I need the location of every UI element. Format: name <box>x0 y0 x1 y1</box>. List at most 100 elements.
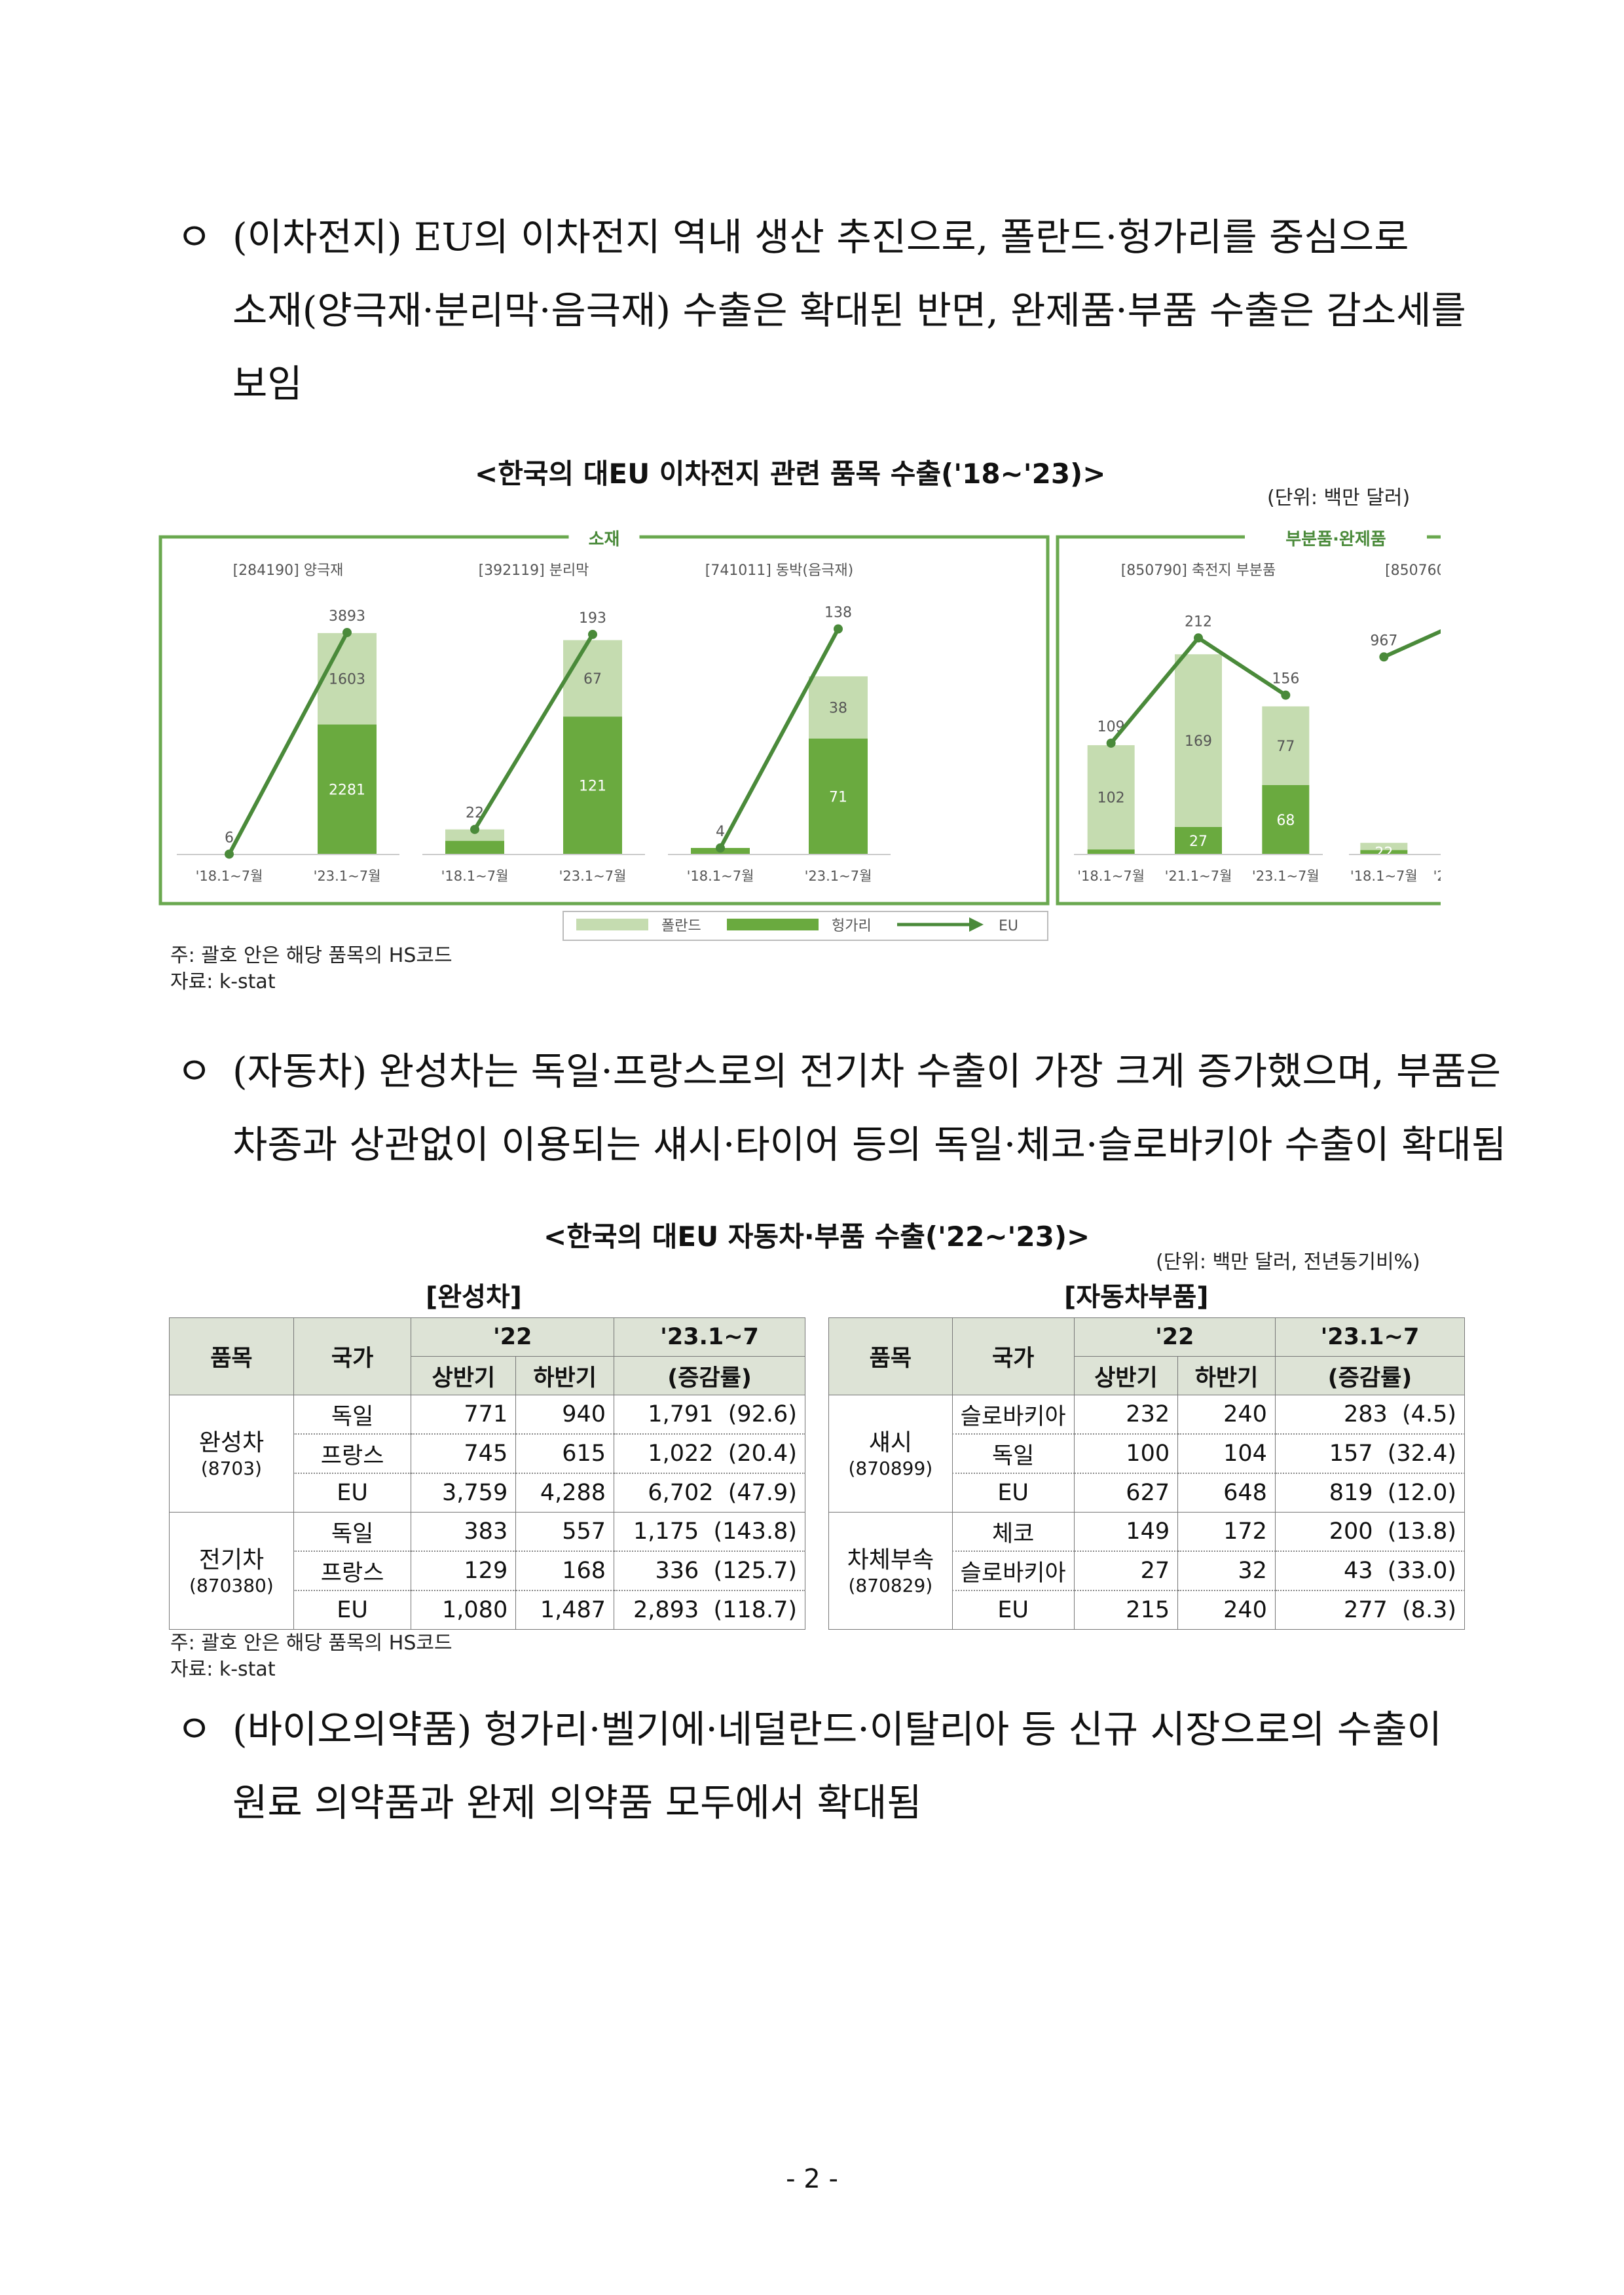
figure2-note-text: 주: 괄호 안은 해당 품목의 HS코드 <box>170 1632 452 1655</box>
row-h2: 4,288 <box>515 1473 615 1513</box>
figure1-caption: <한국의 대EU 이차전지 관련 품목 수출('18~'23)> <box>475 458 1106 490</box>
label-hungary: 68 <box>1276 813 1295 829</box>
row-h2: 648 <box>1177 1473 1276 1513</box>
eu-point <box>225 849 234 859</box>
header-change: (증감률) <box>614 1356 805 1395</box>
row-country: 슬로바키아 <box>951 1551 1075 1591</box>
category-label: '21.1~7월 <box>1433 868 1441 884</box>
label-poland: 102 <box>1098 790 1125 807</box>
chart-layer: 소재 [284190] 양극재 6 '18.1~7월 2281 1603 3893 '23.1… <box>158 525 1441 941</box>
header-country: 국가 <box>951 1317 1075 1395</box>
bar-poland <box>1175 654 1222 827</box>
eu-point <box>1281 690 1291 700</box>
bar-poland <box>318 633 377 725</box>
row-h1: 27 <box>1073 1551 1179 1591</box>
row-y23: 283 (4.5) <box>1274 1395 1466 1435</box>
row-y23: 1,791 (92.6) <box>614 1395 805 1435</box>
eu-line <box>1109 636 1200 744</box>
bar-poland <box>809 676 868 739</box>
bullet-line: (자동차) 완성차는 독일·프랑스로의 전기차 수출이 가장 크게 증가했으며,… <box>232 1049 1502 1093</box>
table-row: EU 627 648 819 (12.0) <box>829 1473 1466 1513</box>
row-h1: 100 <box>1073 1433 1179 1474</box>
table-row: 슬로바키아 27 32 43 (33.0) <box>829 1551 1466 1591</box>
row-y23: 2,893 (118.7) <box>614 1590 805 1630</box>
page-number: - 2 - <box>786 2164 838 2194</box>
row-country: EU <box>951 1590 1075 1630</box>
bar-poland <box>1087 745 1135 850</box>
eu-point <box>588 629 597 639</box>
panel-title: [850790] 축전지 부분품 <box>1121 562 1276 579</box>
row-h2: 1,487 <box>515 1590 615 1630</box>
battery-export-chart: 소재 [284190] 양극재 6 '18.1~7월 2281 1603 3893 '23.1… <box>158 525 1441 941</box>
group-title-bg <box>568 525 640 549</box>
row-country: 독일 <box>293 1512 412 1552</box>
row-country: EU <box>293 1473 412 1513</box>
panel-title: [850760] 리튬이온축전지 <box>1385 562 1441 579</box>
row-item: 섀시 (870899) <box>828 1395 953 1513</box>
bar-poland <box>563 640 622 717</box>
header-year-22: '22 <box>1073 1317 1276 1357</box>
bar-hungary <box>1087 849 1135 854</box>
table-complete-vehicles: 품목 국가 '22'23.1~7 상반기 하반기 (증감률) 완성차 (8703) 독일 771 9… <box>169 1317 805 1630</box>
row-h1: 149 <box>1073 1512 1179 1552</box>
row-h2: 557 <box>515 1512 615 1552</box>
label-poland: 77 <box>1276 739 1295 755</box>
bar-hungary <box>563 716 622 854</box>
eu-point <box>342 628 352 638</box>
table-row: 프랑스 129 168 336 (125.7) <box>170 1551 805 1591</box>
row-h1: 383 <box>411 1512 517 1552</box>
header-year-23: '23.1~7 <box>1274 1317 1466 1357</box>
bar-hungary <box>1360 850 1408 854</box>
row-h1: 745 <box>411 1433 517 1474</box>
table-row: 완성차 (8703) 독일 771 940 1,791 (92.6) <box>169 1395 805 1513</box>
row-y23: 157 (32.4) <box>1274 1433 1466 1474</box>
row-y23: 6,702 (47.9) <box>614 1473 805 1513</box>
row-country: EU <box>293 1590 412 1630</box>
row-y23: 819 (12.0) <box>1274 1473 1466 1513</box>
label-hungary: 22 <box>1375 845 1393 862</box>
row-h2: 940 <box>515 1395 615 1435</box>
category-label: '23.1~7월 <box>559 868 627 884</box>
header-change: (증감률) <box>1274 1356 1466 1395</box>
row-h1: 771 <box>411 1395 517 1435</box>
bar-poland <box>1262 706 1310 785</box>
figure2-caption: <한국의 대EU 자동차·부품 수출('22~'23)> <box>544 1221 1090 1253</box>
category-label: '18.1~7월 <box>196 868 263 884</box>
label-hungary: 2281 <box>329 782 365 799</box>
bar-hungary <box>809 738 868 854</box>
bullet-mark: ㅇ <box>177 215 212 259</box>
bullet-mark: ㅇ <box>177 1707 212 1752</box>
row-h2: 240 <box>1177 1590 1276 1630</box>
eu-line <box>1383 629 1441 659</box>
row-h2: 172 <box>1177 1512 1276 1552</box>
row-y23: 1,175 (143.8) <box>614 1512 805 1552</box>
bullet-line: (바이오의약품) 헝가리·벨기에·네덜란드·이탈리아 등 신규 시장으로의 수출… <box>232 1707 1442 1752</box>
eu-line <box>1197 636 1287 697</box>
row-y23: 43 (33.0) <box>1274 1551 1466 1591</box>
table-right-title: [자동차부품] <box>1064 1282 1209 1312</box>
bar-poland <box>445 829 504 841</box>
category-label: '18.1~7월 <box>687 868 754 884</box>
legend-label-hungary: 헝가리 <box>832 918 872 934</box>
panel-title: [741011] 동박(음극재) <box>705 562 854 579</box>
table-row: 차체부속 (870829) 체코 149 172 200 (13.8) <box>828 1512 1466 1630</box>
category-label: '23.1~7월 <box>314 868 381 884</box>
row-y23: 200 (13.8) <box>1274 1512 1466 1552</box>
row-y23: 336 (125.7) <box>614 1551 805 1591</box>
bar-hungary <box>1262 784 1310 854</box>
category-label: '18.1~7월 <box>441 868 509 884</box>
bullet-mark: ㅇ <box>177 1049 212 1093</box>
category-label: '18.1~7월 <box>1350 868 1418 884</box>
bar-hungary <box>1175 826 1222 854</box>
bar-poland <box>1360 843 1408 851</box>
group-title: 부분품·완제품 <box>1285 530 1386 549</box>
eu-line <box>227 631 349 855</box>
eu-line <box>718 628 840 849</box>
bar-hungary <box>445 841 504 854</box>
table-left-title: [완성차] <box>426 1282 522 1312</box>
label-eu: 4 <box>716 824 725 840</box>
label-poland: 67 <box>583 671 602 688</box>
figure2-note: 주: 괄호 안은 해당 품목의 HS코드 자료: k-stat <box>170 1630 452 1683</box>
row-item: 차체부속 (870829) <box>828 1512 953 1630</box>
bar-hungary <box>318 724 377 854</box>
